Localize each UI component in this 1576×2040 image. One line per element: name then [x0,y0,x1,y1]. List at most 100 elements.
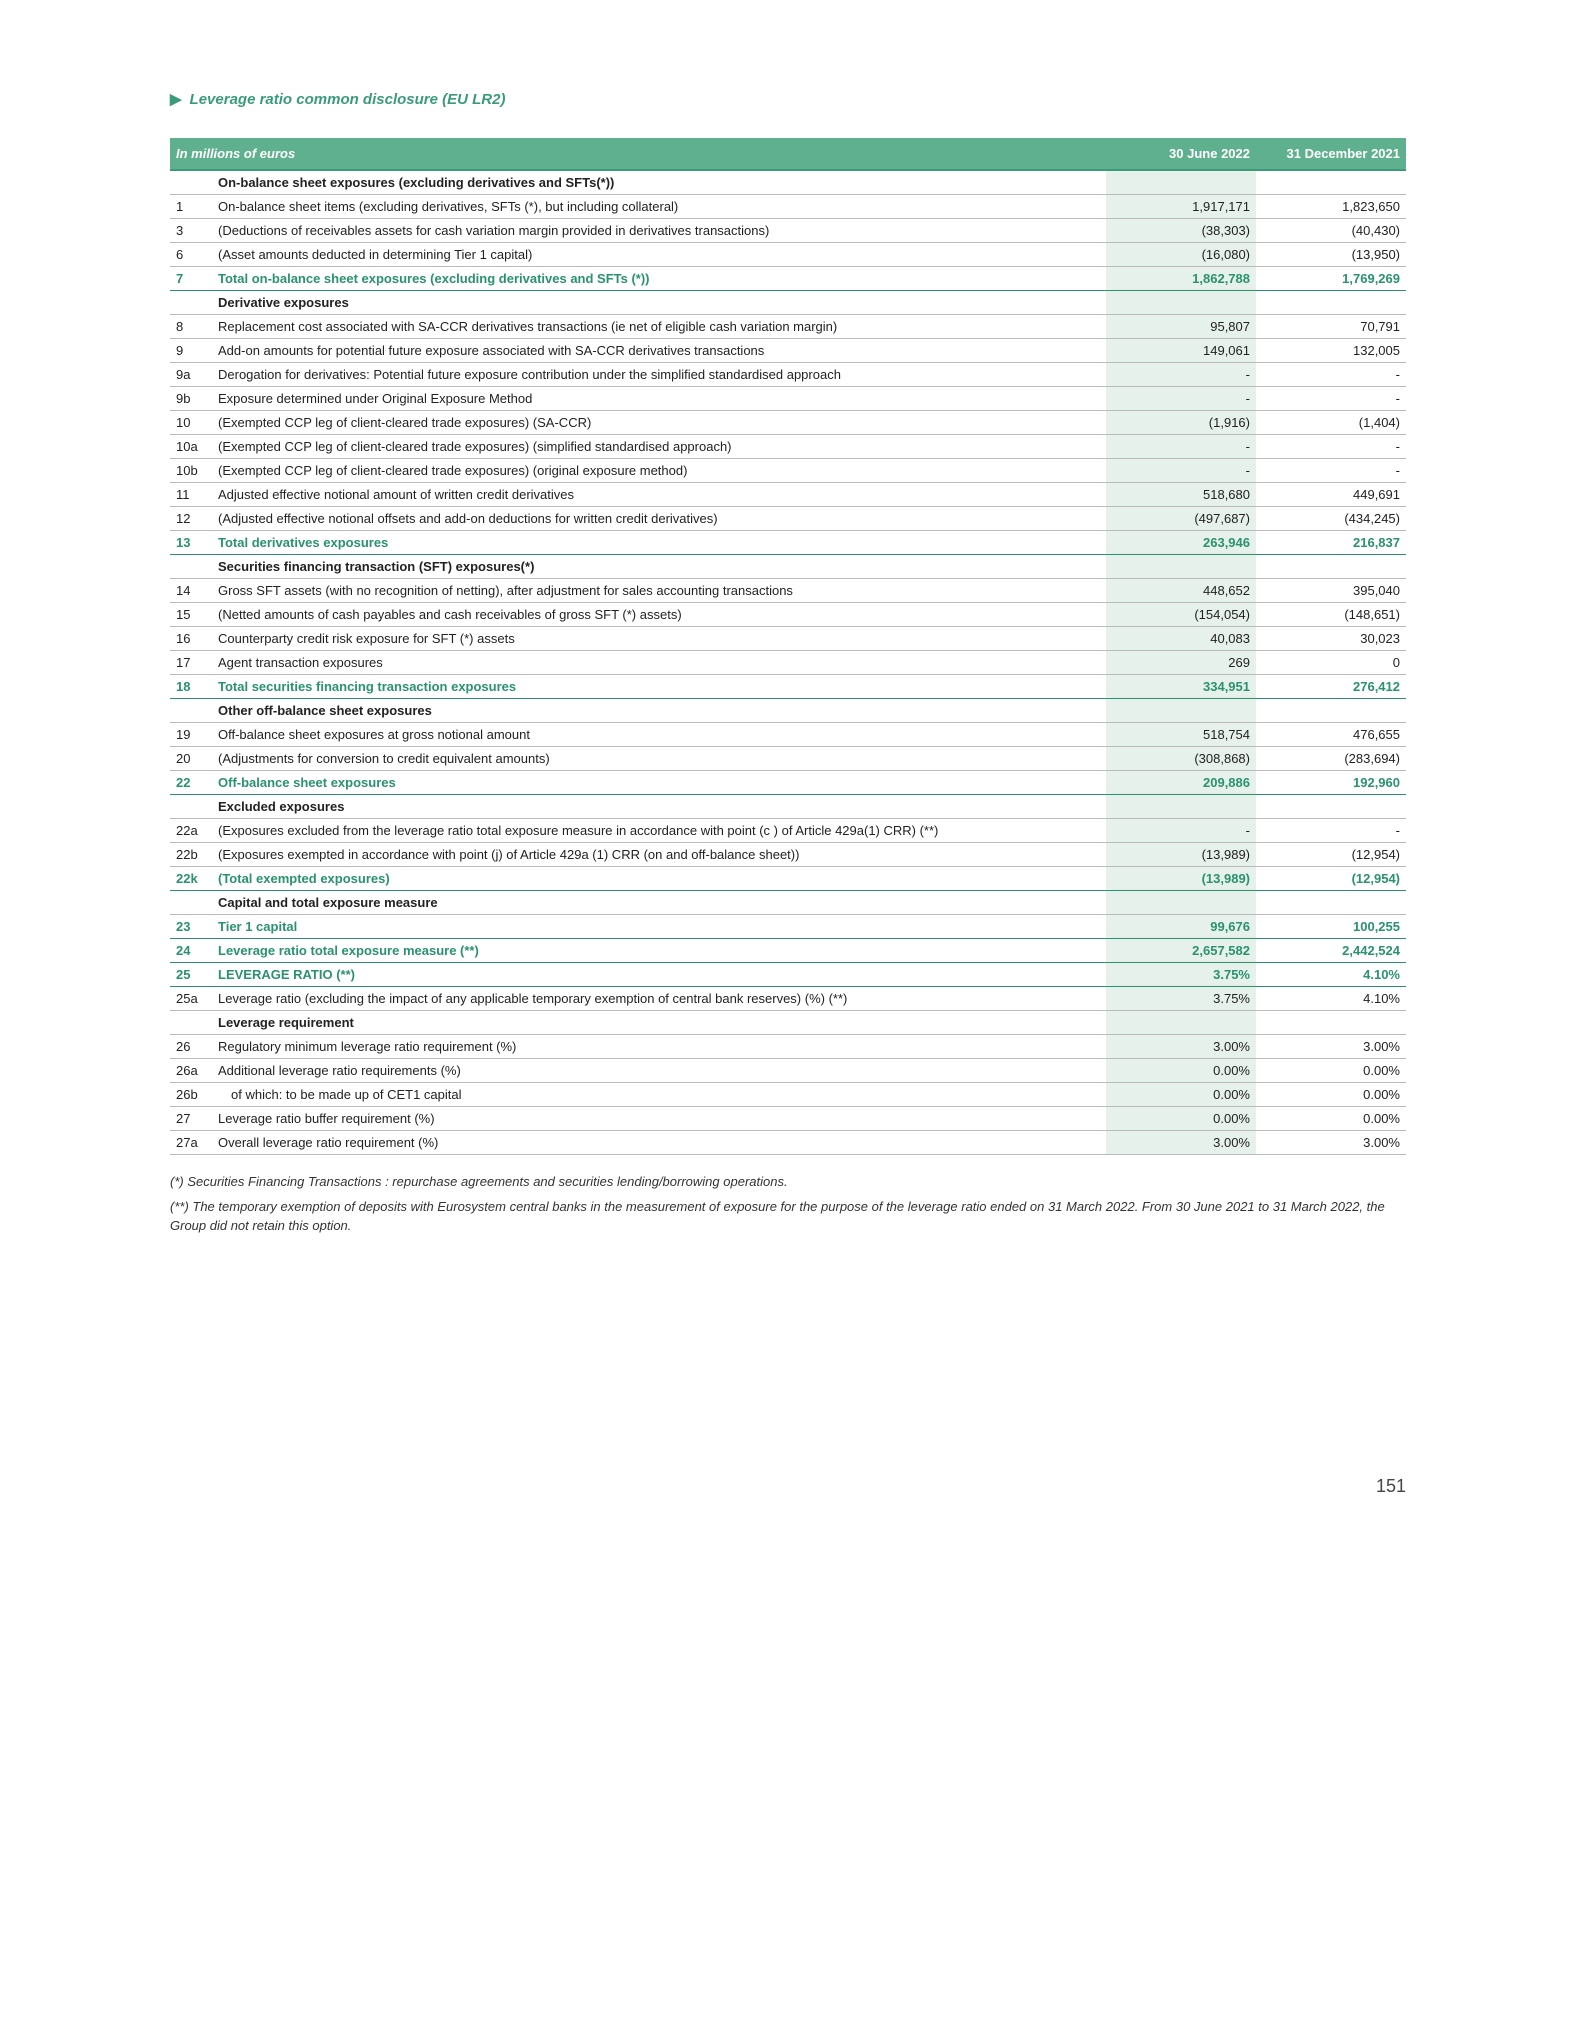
table-row: 9Add-on amounts for potential future exp… [170,339,1406,363]
row-number: 9a [170,363,212,387]
row-value-a: 149,061 [1106,339,1256,363]
row-value-a: - [1106,819,1256,843]
row-number [170,291,212,315]
row-value-b [1256,170,1406,195]
row-number: 10a [170,435,212,459]
row-value-b: (13,950) [1256,243,1406,267]
row-label: (Deductions of receivables assets for ca… [212,219,1106,243]
table-row: 27aOverall leverage ratio requirement (%… [170,1131,1406,1155]
row-number: 20 [170,747,212,771]
row-number: 10 [170,411,212,435]
table-row: 12(Adjusted effective notional offsets a… [170,507,1406,531]
row-value-b: - [1256,363,1406,387]
row-label: (Exposures excluded from the leverage ra… [212,819,1106,843]
row-value-a [1106,555,1256,579]
row-value-a: (13,989) [1106,867,1256,891]
row-label: (Adjusted effective notional offsets and… [212,507,1106,531]
table-row: On-balance sheet exposures (excluding de… [170,170,1406,195]
row-label: Total on-balance sheet exposures (exclud… [212,267,1106,291]
row-label: Securities financing transaction (SFT) e… [212,555,1106,579]
table-row: 19Off-balance sheet exposures at gross n… [170,723,1406,747]
row-number: 26a [170,1059,212,1083]
row-value-b: (148,651) [1256,603,1406,627]
row-number: 12 [170,507,212,531]
table-row: Securities financing transaction (SFT) e… [170,555,1406,579]
row-value-b [1256,1011,1406,1035]
row-value-a: 448,652 [1106,579,1256,603]
row-value-a: (16,080) [1106,243,1256,267]
row-value-b: 4.10% [1256,963,1406,987]
row-value-a: (1,916) [1106,411,1256,435]
table-row: 7Total on-balance sheet exposures (exclu… [170,267,1406,291]
row-label: (Adjustments for conversion to credit eq… [212,747,1106,771]
row-number: 9 [170,339,212,363]
row-value-a: 518,680 [1106,483,1256,507]
row-value-a: (154,054) [1106,603,1256,627]
title-text: Leverage ratio common disclosure (EU LR2… [190,91,506,108]
row-label: Exposure determined under Original Expos… [212,387,1106,411]
row-value-b: 0.00% [1256,1059,1406,1083]
header-col-a: 30 June 2022 [1106,138,1256,170]
row-value-a [1106,1011,1256,1035]
row-label: Leverage ratio total exposure measure (*… [212,939,1106,963]
row-value-b: 2,442,524 [1256,939,1406,963]
table-row: 20(Adjustments for conversion to credit … [170,747,1406,771]
row-number [170,170,212,195]
table-row: 1On-balance sheet items (excluding deriv… [170,195,1406,219]
row-label: Other off-balance sheet exposures [212,699,1106,723]
row-value-b: 276,412 [1256,675,1406,699]
row-number: 24 [170,939,212,963]
page-number: 151 [170,1476,1406,1497]
row-number [170,699,212,723]
row-value-a: 518,754 [1106,723,1256,747]
row-value-b: 1,769,269 [1256,267,1406,291]
row-value-b [1256,291,1406,315]
row-value-a: 209,886 [1106,771,1256,795]
row-value-a [1106,699,1256,723]
row-value-a: (497,687) [1106,507,1256,531]
row-value-b: 70,791 [1256,315,1406,339]
row-value-b: (40,430) [1256,219,1406,243]
row-value-a [1106,795,1256,819]
row-value-a: 3.75% [1106,963,1256,987]
row-number: 25 [170,963,212,987]
row-value-b: 3.00% [1256,1035,1406,1059]
row-label: Total securities financing transaction e… [212,675,1106,699]
row-value-b: 0.00% [1256,1083,1406,1107]
row-value-b: (1,404) [1256,411,1406,435]
row-value-b: (12,954) [1256,843,1406,867]
row-label: Agent transaction exposures [212,651,1106,675]
table-row: 25LEVERAGE RATIO (**)3.75%4.10% [170,963,1406,987]
table-row: 15(Netted amounts of cash payables and c… [170,603,1406,627]
row-value-a: 263,946 [1106,531,1256,555]
row-value-a: (38,303) [1106,219,1256,243]
table-row: 11Adjusted effective notional amount of … [170,483,1406,507]
row-value-a: 40,083 [1106,627,1256,651]
row-label: Additional leverage ratio requirements (… [212,1059,1106,1083]
section-title: ▶ Leverage ratio common disclosure (EU L… [170,90,1406,108]
row-label: (Netted amounts of cash payables and cas… [212,603,1106,627]
row-value-b: 0 [1256,651,1406,675]
row-value-b: 192,960 [1256,771,1406,795]
row-value-b: - [1256,459,1406,483]
table-row: 3(Deductions of receivables assets for c… [170,219,1406,243]
row-value-b: (12,954) [1256,867,1406,891]
row-number: 13 [170,531,212,555]
row-number: 26b [170,1083,212,1107]
row-label: Leverage ratio (excluding the impact of … [212,987,1106,1011]
table-row: 10(Exempted CCP leg of client-cleared tr… [170,411,1406,435]
row-number: 27 [170,1107,212,1131]
table-row: Other off-balance sheet exposures [170,699,1406,723]
row-number: 25a [170,987,212,1011]
row-value-a: 1,862,788 [1106,267,1256,291]
row-value-a: 0.00% [1106,1107,1256,1131]
row-number: 10b [170,459,212,483]
row-label: Replacement cost associated with SA-CCR … [212,315,1106,339]
row-label: Capital and total exposure measure [212,891,1106,915]
row-number [170,555,212,579]
row-value-a: 1,917,171 [1106,195,1256,219]
row-value-b [1256,555,1406,579]
row-value-b: 132,005 [1256,339,1406,363]
row-number: 17 [170,651,212,675]
row-number: 16 [170,627,212,651]
